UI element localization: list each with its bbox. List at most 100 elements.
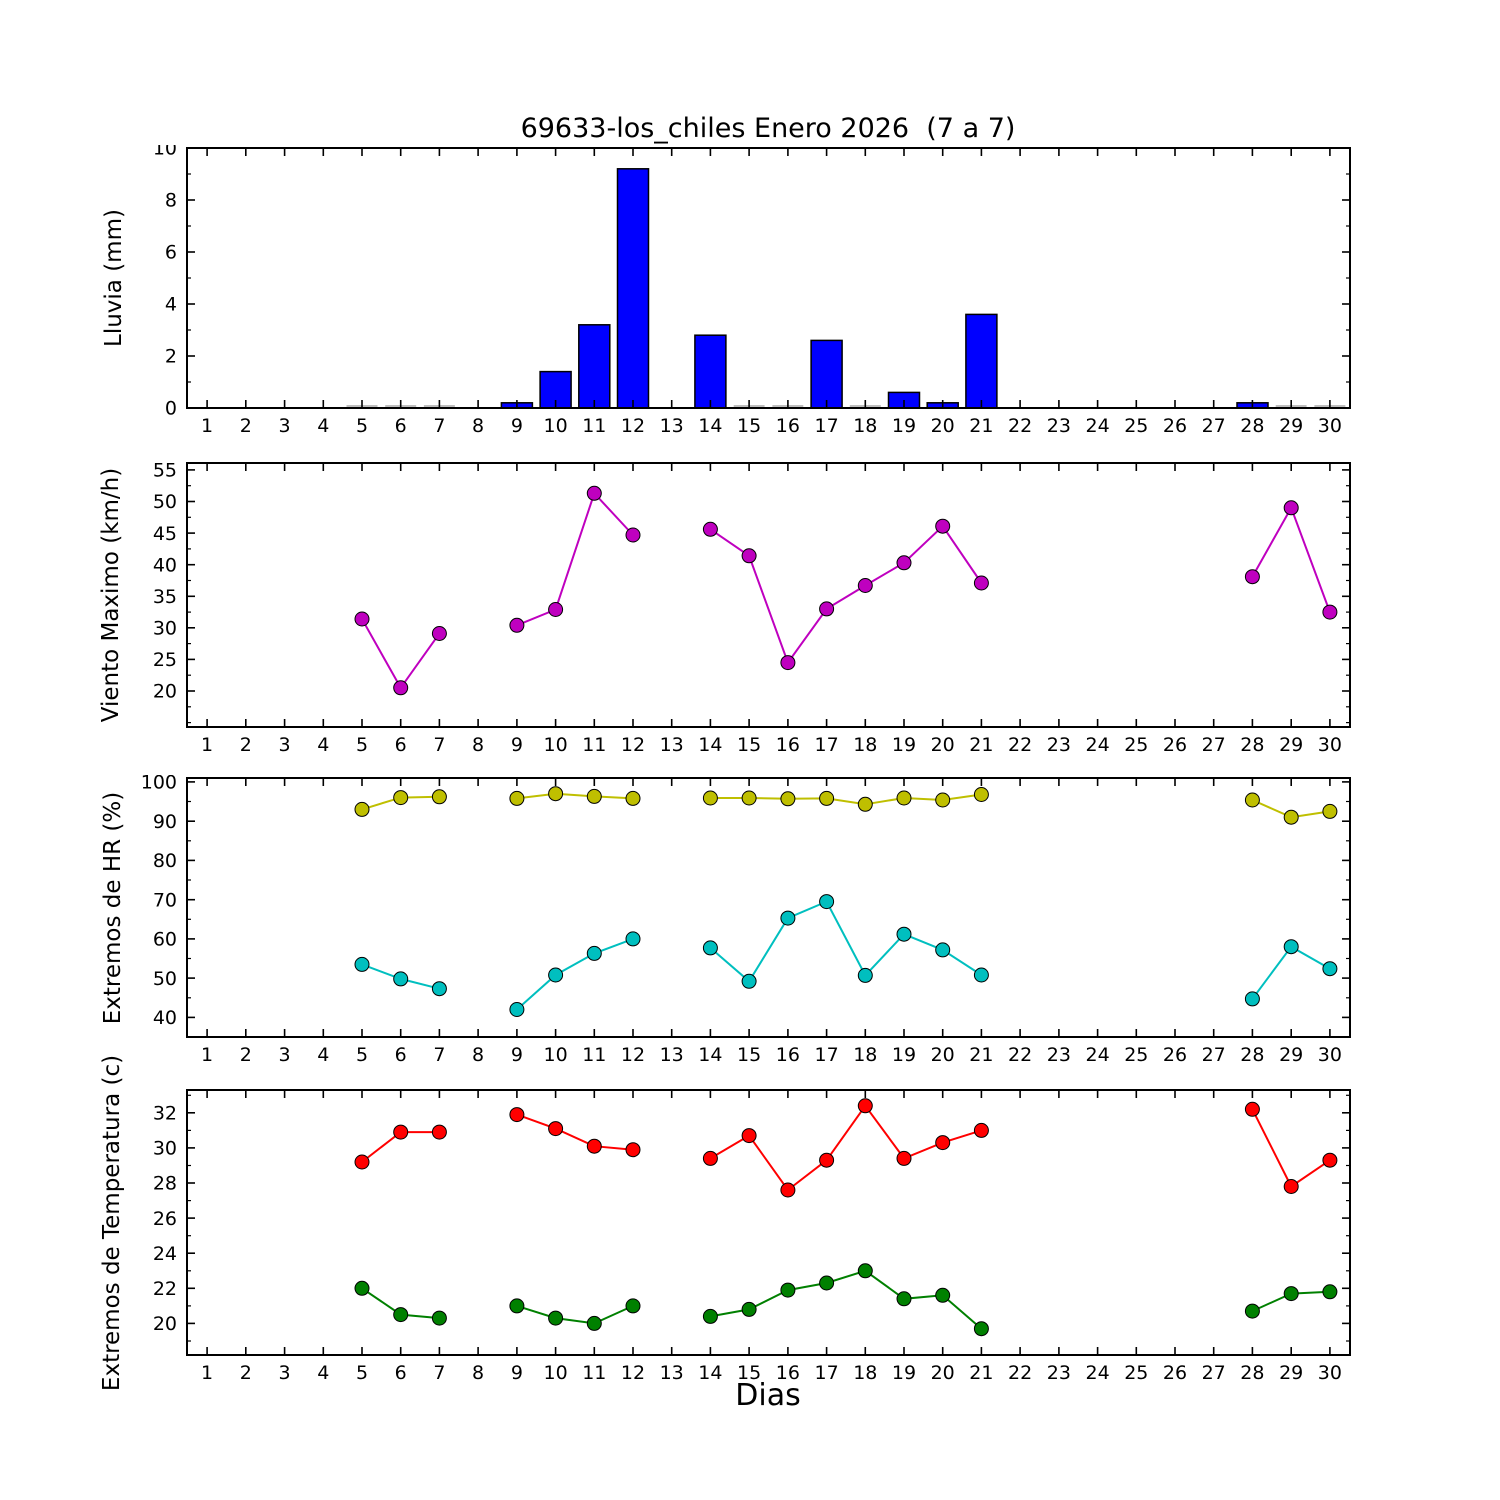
x-tick-label-15: 15 [737,734,761,756]
line-temp_min [516,1304,634,1325]
y-tick-label-80: 80 [153,850,177,872]
point-temp_min-day-7 [431,1310,447,1326]
point-temp_max-day-29 [1283,1179,1299,1194]
x-tick-label-2: 2 [240,734,252,756]
x-ticks: 1 2 3 4 5 6 7 8 9 10 11 12 13 14 15 16 17 18 19 20 21 22 23 24 2… [201,1090,1342,1384]
line-hr_min [516,937,634,1011]
x-tick-label-14: 14 [698,415,722,437]
x-tick-label-3: 3 [279,1044,291,1066]
point-temp_min-day-14 [702,1308,718,1324]
x-tick-label-6: 6 [395,734,407,756]
series-temp_max [354,1098,1338,1198]
x-tick-label-27: 27 [1202,1044,1226,1066]
rain-bar-chart: 1 2 3 4 5 6 7 8 9 10 11 12 13 14 15 16 17 18 19 20 21 22 23 24 2… [153,145,1351,437]
point-hr_min-day-21 [973,967,989,983]
x-tick-label-27: 27 [1202,415,1226,437]
point-hr_max-day-20 [935,792,951,808]
x-tick-label-19: 19 [892,734,916,756]
point-viento_maximo-day-14 [702,521,718,537]
x-tick-label-19: 19 [892,1044,916,1066]
x-tick-label-18: 18 [853,1362,877,1384]
point-viento_maximo-day-30 [1322,604,1338,620]
xlabel-dias: Dias [735,1378,801,1413]
y-tick-label-35: 35 [153,586,177,608]
point-hr_min-day-11 [586,945,602,961]
x-tick-label-11: 11 [582,415,606,437]
x-tick-label-18: 18 [853,1044,877,1066]
x-tick-label-14: 14 [698,734,722,756]
point-hr_min-day-29 [1283,939,1299,955]
x-tick-label-17: 17 [815,734,839,756]
x-tick-label-3: 3 [279,415,291,437]
point-temp_min-day-18 [857,1263,873,1279]
series-temp_min [354,1263,1338,1337]
point-hr_min-day-16 [780,910,796,926]
point-hr_min-day-15 [741,973,757,989]
point-temp_max-day-28 [1244,1101,1260,1117]
x-tick-label-30: 30 [1318,415,1342,437]
point-hr_max-day-11 [586,788,602,804]
x-tick-label-16: 16 [776,1362,800,1384]
point-temp_max-day-10 [548,1121,564,1137]
x-tick-label-22: 22 [1008,415,1032,437]
line-viento_maximo [1251,505,1331,613]
point-hr_min-day-10 [548,967,564,983]
x-tick-label-5: 5 [356,1044,368,1066]
x-tick-label-16: 16 [776,1044,800,1066]
series-layer [354,786,1338,1017]
series-hr_max [354,786,1338,825]
point-hr_min-day-30 [1322,961,1338,977]
x-tick-label-20: 20 [931,734,955,756]
x-tick-label-20: 20 [931,415,955,437]
x-tick-label-21: 21 [969,415,993,437]
point-temp_min-day-12 [625,1298,641,1314]
point-temp_min-day-17 [819,1275,835,1291]
x-tick-label-13: 13 [660,734,684,756]
x-tick-label-23: 23 [1047,415,1071,437]
x-tick-label-21: 21 [969,1362,993,1384]
point-temp_max-day-7 [431,1124,447,1140]
x-tick-label-26: 26 [1163,734,1187,756]
x-tick-label-28: 28 [1240,415,1264,437]
point-temp_max-day-11 [586,1138,602,1154]
y-tick-label-40: 40 [153,554,177,576]
x-tick-label-1: 1 [201,1044,213,1066]
x-tick-label-29: 29 [1279,734,1303,756]
point-hr_max-day-15 [741,790,757,806]
x-tick-label-1: 1 [201,734,213,756]
point-temp_max-day-5 [354,1154,370,1170]
x-tick-label-11: 11 [582,1044,606,1066]
x-tick-label-2: 2 [240,1044,252,1066]
x-tick-label-1: 1 [201,415,213,437]
point-viento_maximo-day-5 [354,611,370,627]
x-tick-label-19: 19 [892,415,916,437]
point-hr_min-day-12 [625,931,641,947]
line-hr_min [709,900,982,983]
series-layer [346,168,1346,409]
line-hr_min [1251,945,1331,1000]
point-viento_maximo-day-19 [896,555,912,571]
y-tick-label-8: 8 [165,190,177,212]
x-tick-label-25: 25 [1124,734,1148,756]
y-tick-label-25: 25 [153,649,177,671]
x-tick-label-7: 7 [433,1044,445,1066]
x-ticks: 1 2 3 4 5 6 7 8 9 10 11 12 13 14 15 16 17 18 19 20 21 22 23 24 2… [201,463,1342,756]
point-viento_maximo-day-16 [780,655,796,671]
x-tick-label-23: 23 [1047,1362,1071,1384]
point-hr_max-day-5 [354,801,370,817]
x-tick-label-12: 12 [621,1044,645,1066]
x-tick-label-24: 24 [1086,1044,1110,1066]
wind-max-line-chart: 1 2 3 4 5 6 7 8 9 10 11 12 13 14 15 16 17 18 19 20 21 22 23 24 2… [153,460,1351,756]
point-temp_max-day-18 [857,1098,873,1114]
y-tick-label-0: 0 [165,398,177,420]
x-tick-label-28: 28 [1240,734,1264,756]
x-tick-label-3: 3 [279,734,291,756]
x-tick-label-6: 6 [395,1362,407,1384]
x-tick-label-9: 9 [511,415,523,437]
y-ticks: 40 50 60 70 80 90 100 [141,775,1350,1029]
point-viento_maximo-day-9 [509,617,525,633]
point-temp_max-day-9 [509,1107,525,1123]
x-tick-label-13: 13 [660,415,684,437]
x-tick-label-7: 7 [433,734,445,756]
x-tick-label-5: 5 [356,1362,368,1384]
